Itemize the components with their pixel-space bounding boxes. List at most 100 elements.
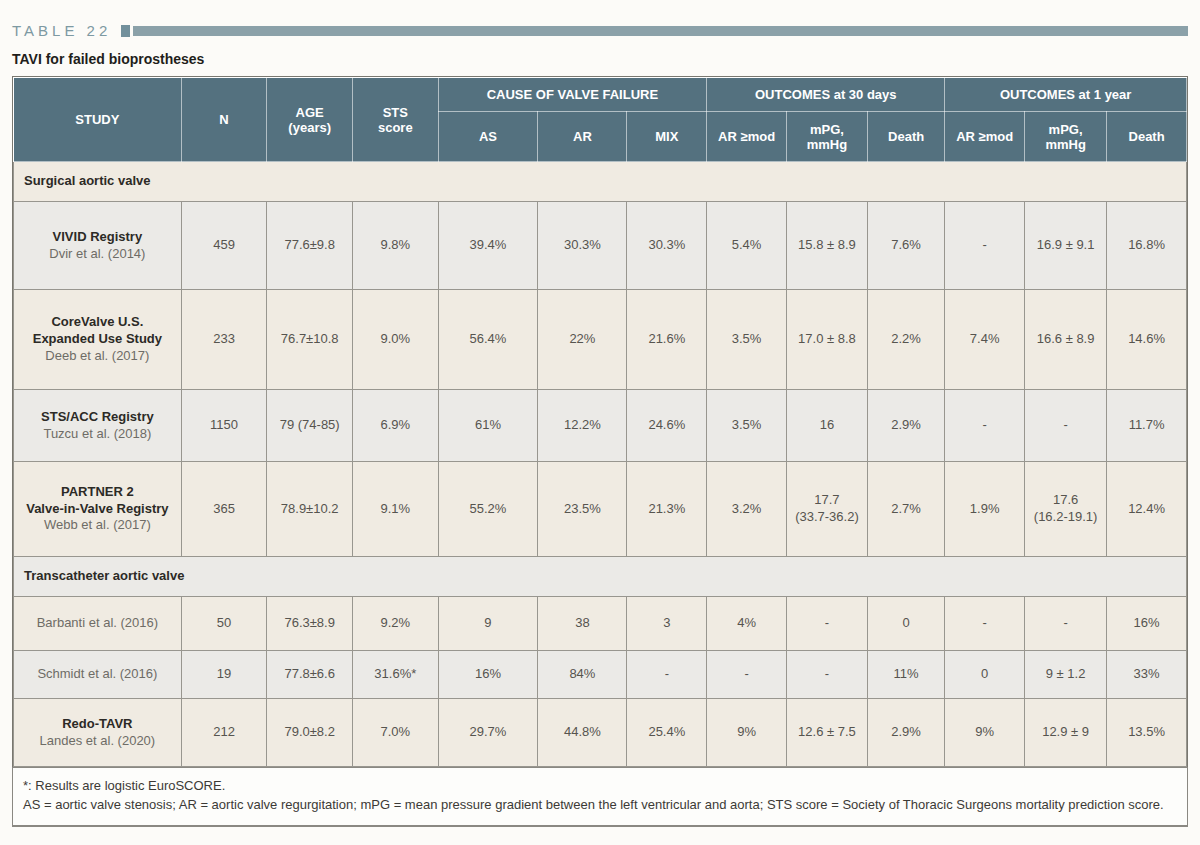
column-header-ar: AR — [538, 112, 627, 162]
value-cell: - — [627, 651, 707, 699]
value-cell: 212 — [181, 699, 267, 767]
value-cell: 6.9% — [353, 390, 439, 462]
value-cell: 19 — [181, 651, 267, 699]
study-cell: Redo-TAVRLandes et al. (2020) — [14, 699, 182, 767]
study-author: Webb et al. (2017) — [20, 517, 175, 534]
value-cell: 12.2% — [538, 390, 627, 462]
value-cell: 2.7% — [867, 462, 944, 557]
page: TABLE 22 TAVI for failed bioprostheses S… — [0, 0, 1200, 845]
value-cell: - — [786, 597, 867, 651]
value-cell: 9.2% — [353, 597, 439, 651]
column-header-mix: MIX — [627, 112, 707, 162]
value-cell: 16.8% — [1107, 202, 1187, 290]
value-cell: 25.4% — [627, 699, 707, 767]
value-cell: 21.3% — [627, 462, 707, 557]
footnote-abbreviations: AS = aortic valve stenosis; AR = aortic … — [23, 796, 1177, 815]
table-row: VIVID RegistryDvir et al. (2014)45977.6±… — [14, 202, 1187, 290]
value-cell: - — [945, 202, 1025, 290]
value-cell: 7.0% — [353, 699, 439, 767]
value-cell: 76.7±10.8 — [267, 290, 353, 390]
value-cell: 31.6%* — [353, 651, 439, 699]
value-cell: 55.2% — [438, 462, 538, 557]
value-cell: - — [945, 390, 1025, 462]
group-header-outcomes-30-days: OUTCOMES at 30 days — [707, 78, 945, 112]
value-cell: - — [707, 651, 787, 699]
study-cell: VIVID RegistryDvir et al. (2014) — [14, 202, 182, 290]
study-name: PARTNER 2 Valve-in-Valve Registry — [20, 484, 175, 518]
column-header-ar-mod-30d: AR ≥mod — [707, 112, 787, 162]
table-row: Schmidt et al. (2016)1977.8±6.631.6%*16%… — [14, 651, 1187, 699]
value-cell: - — [1025, 597, 1107, 651]
value-cell: 77.6±9.8 — [267, 202, 353, 290]
study-name: CoreValve U.S. Expanded Use Study — [20, 314, 175, 348]
section-label: Transcatheter aortic valve — [14, 557, 1187, 597]
value-cell: 2.9% — [867, 699, 944, 767]
table-row: Barbanti et al. (2016)5076.3±8.99.2%9383… — [14, 597, 1187, 651]
study-cell: Barbanti et al. (2016) — [14, 597, 182, 651]
section-row: Surgical aortic valve — [14, 162, 1187, 202]
value-cell: 15.8 ± 8.9 — [786, 202, 867, 290]
value-cell: 77.8±6.6 — [267, 651, 353, 699]
value-cell: 1150 — [181, 390, 267, 462]
value-cell: 13.5% — [1107, 699, 1187, 767]
table-header: STUDY N AGE (years) STS score CAUSE OF V… — [14, 78, 1187, 162]
value-cell: 12.4% — [1107, 462, 1187, 557]
table-body: Surgical aortic valveVIVID RegistryDvir … — [14, 162, 1187, 767]
value-cell: 38 — [538, 597, 627, 651]
study-author: Tuzcu et al. (2018) — [20, 426, 175, 443]
section-label: Surgical aortic valve — [14, 162, 1187, 202]
value-cell: 12.6 ± 7.5 — [786, 699, 867, 767]
footnotes-box: *: Results are logistic EuroSCORE. AS = … — [12, 767, 1188, 827]
study-cell: STS/ACC RegistryTuzcu et al. (2018) — [14, 390, 182, 462]
value-cell: 9 — [438, 597, 538, 651]
value-cell: 16% — [1107, 597, 1187, 651]
table-row: CoreValve U.S. Expanded Use StudyDeeb et… — [14, 290, 1187, 390]
value-cell: 16.6 ± 8.9 — [1025, 290, 1107, 390]
value-cell: 56.4% — [438, 290, 538, 390]
value-cell: 9.0% — [353, 290, 439, 390]
table-container: STUDY N AGE (years) STS score CAUSE OF V… — [12, 76, 1188, 768]
group-header-cause-of-valve-failure: CAUSE OF VALVE FAILURE — [438, 78, 707, 112]
value-cell: 44.8% — [538, 699, 627, 767]
value-cell: 7.4% — [945, 290, 1025, 390]
value-cell: 5.4% — [707, 202, 787, 290]
value-cell: 0 — [867, 597, 944, 651]
value-cell: 7.6% — [867, 202, 944, 290]
value-cell: 12.9 ± 9 — [1025, 699, 1107, 767]
value-cell: 17.7 (33.7-36.2) — [786, 462, 867, 557]
value-cell: 9% — [707, 699, 787, 767]
study-author: Landes et al. (2020) — [20, 733, 175, 750]
study-name: VIVID Registry — [20, 229, 175, 246]
value-cell: 2.2% — [867, 290, 944, 390]
value-cell: 9.1% — [353, 462, 439, 557]
value-cell: 2.9% — [867, 390, 944, 462]
value-cell: 365 — [181, 462, 267, 557]
value-cell: 9.8% — [353, 202, 439, 290]
accent-bar — [133, 26, 1188, 36]
value-cell: 21.6% — [627, 290, 707, 390]
value-cell: 30.3% — [538, 202, 627, 290]
value-cell: 76.3±8.9 — [267, 597, 353, 651]
table-label: TABLE 22 — [12, 22, 111, 39]
table-row: PARTNER 2 Valve-in-Valve RegistryWebb et… — [14, 462, 1187, 557]
value-cell: 84% — [538, 651, 627, 699]
value-cell: 16% — [438, 651, 538, 699]
value-cell: 30.3% — [627, 202, 707, 290]
value-cell: 79 (74-85) — [267, 390, 353, 462]
value-cell: - — [1025, 390, 1107, 462]
value-cell: 0 — [945, 651, 1025, 699]
study-name: STS/ACC Registry — [20, 409, 175, 426]
value-cell: 16 — [786, 390, 867, 462]
value-cell: 9 ± 1.2 — [1025, 651, 1107, 699]
tavi-table: STUDY N AGE (years) STS score CAUSE OF V… — [13, 77, 1187, 767]
value-cell: 1.9% — [945, 462, 1025, 557]
value-cell: 11.7% — [1107, 390, 1187, 462]
table-row: STS/ACC RegistryTuzcu et al. (2018)11507… — [14, 390, 1187, 462]
value-cell: 3.2% — [707, 462, 787, 557]
table-label-row: TABLE 22 — [12, 22, 1188, 39]
value-cell: 14.6% — [1107, 290, 1187, 390]
value-cell: - — [786, 651, 867, 699]
value-cell: 50 — [181, 597, 267, 651]
accent-bar-start — [121, 25, 130, 37]
study-cell: CoreValve U.S. Expanded Use StudyDeeb et… — [14, 290, 182, 390]
